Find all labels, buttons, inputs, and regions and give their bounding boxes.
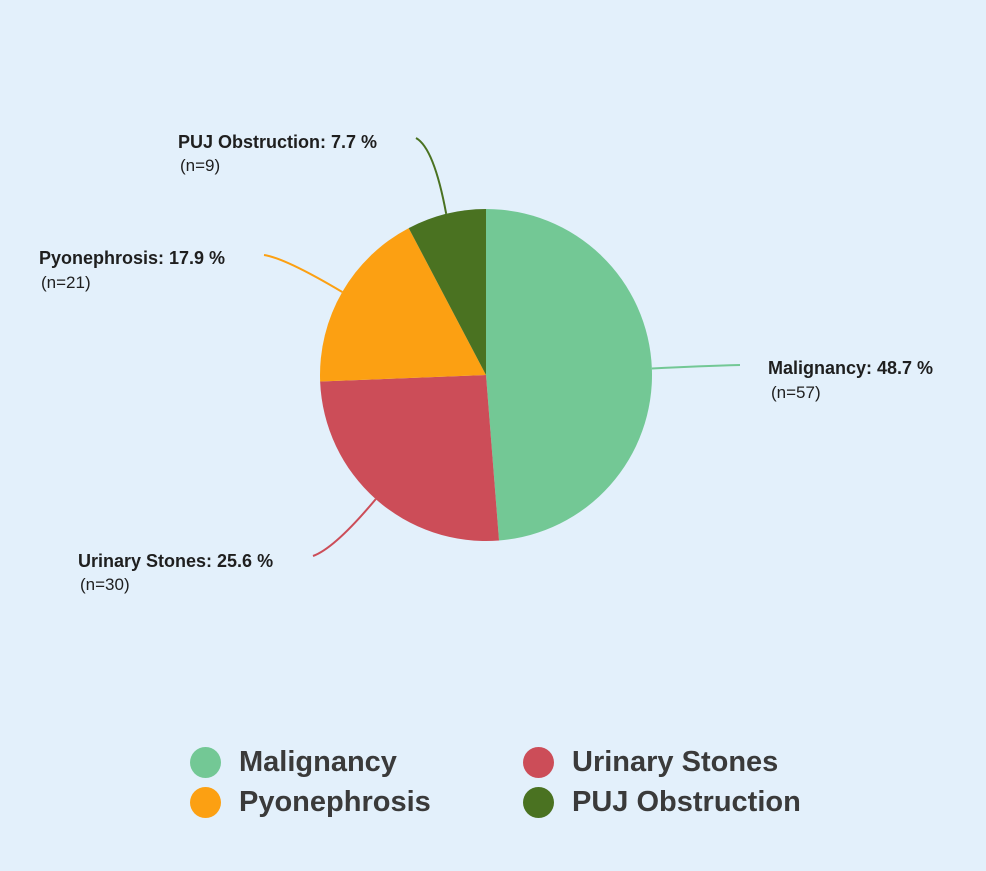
pie-slices bbox=[320, 209, 652, 541]
pie-slice-malignancy[interactable] bbox=[486, 209, 652, 541]
legend-label-malignancy: Malignancy bbox=[239, 745, 397, 778]
slice-label-pyonephrosis: Pyonephrosis: 17.9 % bbox=[39, 248, 225, 268]
leader-line-urinary-stones bbox=[312, 498, 377, 557]
legend-swatch-pyonephrosis bbox=[190, 786, 221, 818]
legend-swatch-urinary-stones bbox=[523, 746, 554, 778]
leader-line-pyonephrosis bbox=[263, 254, 343, 293]
slice-label-urinary-stones: Urinary Stones: 25.6 % bbox=[78, 551, 273, 571]
slice-label-puj-obstruction: PUJ Obstruction: 7.7 % bbox=[178, 132, 377, 152]
legend-label-urinary-stones: Urinary Stones bbox=[572, 745, 779, 778]
legend-swatch-puj-obstruction bbox=[523, 786, 554, 818]
slice-count-puj-obstruction: (n=9) bbox=[180, 156, 220, 175]
leader-line-puj-obstruction bbox=[415, 137, 448, 215]
leader-lines bbox=[263, 137, 741, 557]
legend-label-pyonephrosis: Pyonephrosis bbox=[239, 785, 431, 818]
legend: Malignancy Urinary Stones Pyonephrosis P… bbox=[190, 745, 823, 819]
legend-item-malignancy[interactable]: Malignancy bbox=[190, 745, 523, 779]
legend-item-pyonephrosis[interactable]: Pyonephrosis bbox=[190, 785, 523, 819]
leader-line-malignancy bbox=[651, 364, 741, 370]
pie-slice-pyonephrosis[interactable] bbox=[320, 228, 486, 382]
slice-labels: Malignancy: 48.7 % (n=57) Urinary Stones: … bbox=[39, 132, 933, 594]
slice-count-urinary-stones: (n=30) bbox=[80, 575, 130, 594]
legend-item-puj-obstruction[interactable]: PUJ Obstruction bbox=[523, 785, 823, 819]
legend-swatch-malignancy bbox=[190, 746, 221, 778]
pie-slice-urinary-stones[interactable] bbox=[320, 375, 500, 541]
legend-item-urinary-stones[interactable]: Urinary Stones bbox=[523, 745, 823, 779]
legend-label-puj-obstruction: PUJ Obstruction bbox=[572, 785, 801, 818]
slice-count-pyonephrosis: (n=21) bbox=[41, 273, 91, 292]
slice-count-malignancy: (n=57) bbox=[771, 383, 821, 402]
pie-slice-puj-obstruction[interactable] bbox=[408, 209, 486, 375]
slice-label-malignancy: Malignancy: 48.7 % bbox=[768, 358, 933, 378]
